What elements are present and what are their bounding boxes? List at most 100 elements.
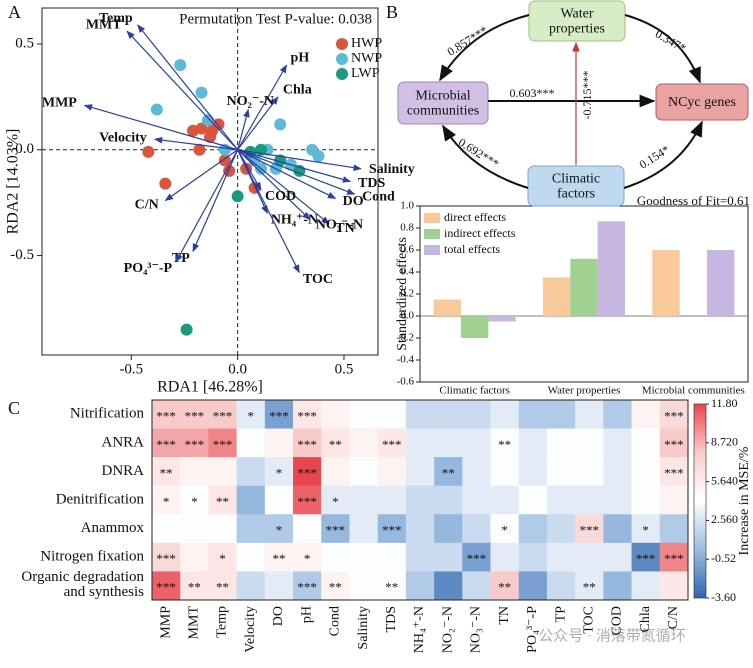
heat-cell	[518, 457, 548, 487]
column-label: NO₂⁻-N	[440, 606, 455, 653]
heat-cell	[377, 485, 407, 515]
legend-swatch	[424, 245, 440, 255]
heat-cell	[208, 428, 237, 458]
heat-cell	[208, 514, 237, 544]
heat-cell	[208, 571, 237, 601]
heat-cell	[631, 571, 661, 601]
column-label: NH₄⁺-N	[412, 606, 427, 653]
significance-label: **	[583, 580, 596, 595]
heat-cell	[377, 514, 407, 544]
heat-cell	[546, 400, 576, 429]
column-label: MMP	[158, 606, 173, 639]
y-tick-label: -0.4	[397, 354, 415, 366]
node-label: NCyc genes	[668, 95, 736, 110]
heat-cell	[349, 428, 378, 458]
colorbar-tick-label: 2.560	[711, 512, 738, 526]
heat-cell	[180, 542, 209, 572]
y-tick-label: 0.2	[400, 288, 414, 300]
diagram-node	[528, 0, 626, 42]
heat-cell	[349, 571, 378, 601]
diagram-edge	[624, 14, 701, 84]
heat-cell	[152, 485, 181, 515]
colorbar-tick-label: 5.640	[711, 473, 738, 487]
heat-cell	[236, 514, 266, 544]
point	[180, 323, 193, 336]
vector	[83, 104, 238, 151]
heat-cell	[603, 571, 632, 601]
vector	[237, 149, 300, 274]
x-axis-label: RDA1 [46.28%]	[157, 379, 263, 396]
heat-cell	[490, 485, 520, 515]
heat-cell	[575, 485, 604, 515]
significance-label: ***	[467, 551, 487, 566]
panel-label: C	[8, 398, 20, 418]
heat-cell	[321, 485, 350, 515]
heat-cell	[434, 514, 463, 544]
significance-label: **	[216, 494, 229, 509]
heat-cell	[575, 400, 604, 429]
heat-cell	[236, 485, 266, 515]
heat-cell	[208, 400, 237, 429]
heat-cell	[152, 542, 181, 572]
heat-cell	[180, 571, 209, 601]
vector	[237, 149, 352, 183]
vector	[175, 149, 239, 263]
chart-title: Permutation Test P-value: 0.038	[179, 11, 372, 27]
heat-cell	[405, 542, 435, 572]
heat-cell	[152, 514, 181, 544]
significance-label: ***	[297, 494, 317, 509]
heat-cell	[293, 485, 322, 515]
heat-cell	[377, 571, 407, 601]
colorbar-tick-label: 8.720	[711, 435, 738, 449]
row-label: ANRA	[101, 434, 144, 450]
diagram-node	[655, 83, 749, 121]
legend-label: HWP	[351, 36, 382, 51]
heat-cell	[405, 514, 435, 544]
node-label: Microbial communities	[407, 89, 479, 119]
heat-cell	[405, 457, 435, 487]
plot-frame	[41, 7, 379, 356]
significance-label: ***	[269, 408, 289, 423]
column-label: DO	[271, 606, 286, 626]
heat-cell	[236, 571, 266, 601]
y-tick-label: -0.6	[397, 376, 415, 388]
point	[201, 114, 214, 127]
heat-cell	[180, 514, 209, 544]
y-tick-label: 0.4	[400, 266, 414, 278]
significance-label: **	[329, 437, 342, 452]
y-axis-label: RDA2 [14.03%]	[5, 129, 22, 235]
legend-label: NWP	[351, 51, 382, 66]
heat-cell	[575, 514, 604, 544]
heat-cell	[208, 457, 237, 487]
edge-label: 0.857***	[445, 23, 491, 59]
significance-label: ***	[297, 437, 317, 452]
colorbar	[693, 403, 707, 599]
legend-swatch	[424, 229, 440, 239]
vector	[237, 149, 311, 221]
point	[193, 143, 206, 156]
vector-label: TOC	[303, 272, 333, 287]
point	[159, 177, 172, 190]
legend-label: total effects	[444, 242, 500, 256]
heat-cell	[264, 457, 294, 487]
heat-cell	[659, 571, 689, 601]
point	[142, 145, 155, 158]
heat-cell	[659, 514, 689, 544]
heat-cell	[377, 400, 407, 429]
edge-label: 0.347*	[653, 27, 689, 56]
heat-cell	[349, 485, 378, 515]
heat-cell	[405, 400, 435, 429]
y-tick-label: -0.5	[10, 247, 34, 263]
y-tick-label: 0.5	[15, 35, 34, 51]
heat-cell	[518, 485, 548, 515]
vector-label: PO₄³⁻-P	[124, 261, 173, 276]
significance-label: **	[272, 551, 285, 566]
legend-label: indirect effects	[444, 226, 516, 240]
row-label: DNRA	[101, 463, 144, 479]
column-label: Velocity	[243, 606, 258, 653]
heat-cell	[377, 457, 407, 487]
significance-label: ***	[297, 465, 317, 480]
vector	[164, 149, 238, 202]
significance-label: **	[216, 580, 229, 595]
